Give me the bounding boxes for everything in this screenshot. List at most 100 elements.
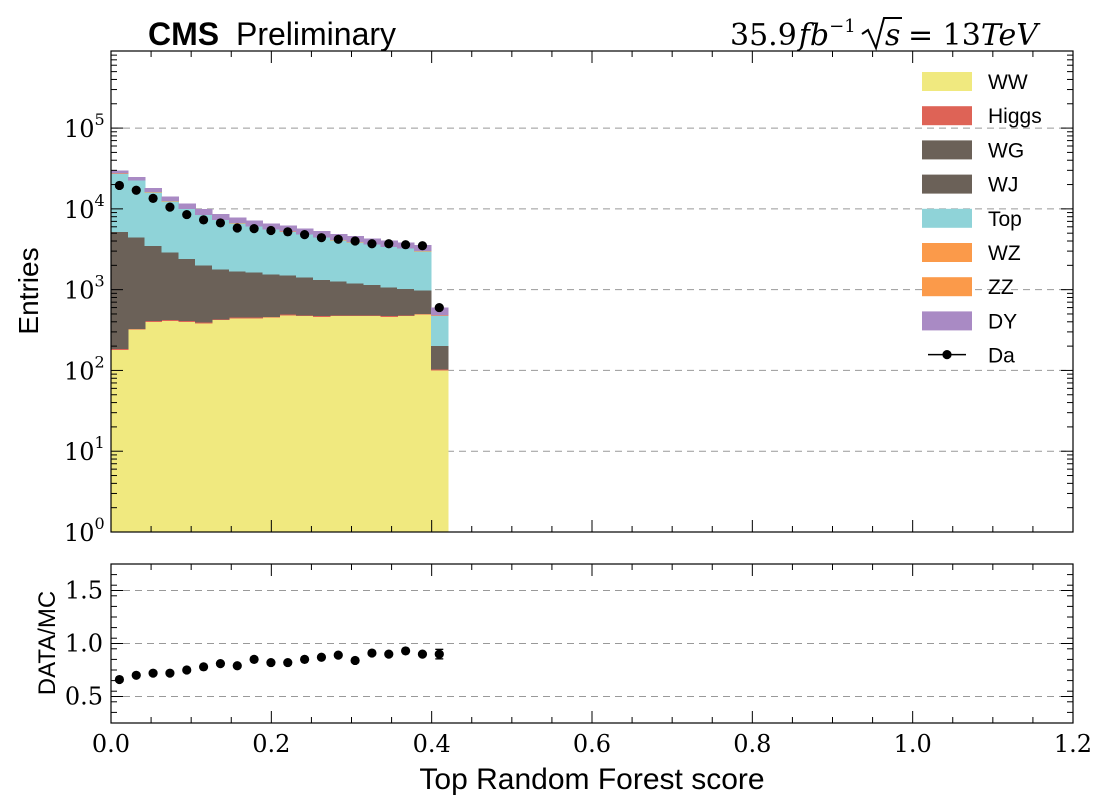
bar-wj [178,258,196,317]
sqrt-s: s [885,18,900,53]
bar-ww [279,315,297,532]
ratio-point [283,657,293,668]
bar-ww [161,320,179,532]
bar-wj [363,284,381,315]
tick-exponent: 1 [95,433,105,452]
bar-top [228,223,247,272]
bar-dy [111,170,129,174]
bar-higgs [144,320,163,322]
bar-dy [212,213,230,220]
bar-wj [111,231,129,334]
bar-higgs [430,369,449,371]
tick-exponent: 0 [95,514,105,533]
bar-higgs [262,316,280,318]
tick-base: 10 [64,115,95,143]
tick-base: 10 [64,519,95,547]
ratio-y-tick-labels: 0.5 1.0 1.5 [65,577,103,711]
bar-ww [414,314,432,532]
ratio-point [249,654,259,665]
legend-label-zz: ZZ [988,276,1014,299]
bar-top [414,251,432,291]
ratio-y-axis-label: DATA/MC [34,591,61,695]
bar-wg [296,313,314,316]
bar-wg [144,315,163,321]
bar-higgs [245,317,264,319]
bar-wg [380,314,398,317]
data-point [198,215,209,225]
bar-top [178,209,196,259]
bar-ww [329,316,348,532]
data-point [232,223,242,233]
bar-dy [228,217,247,224]
data-point [182,209,192,220]
bar-higgs [195,322,213,324]
ratio-point [148,668,158,678]
bar-ww [195,323,213,532]
ratio-point [401,646,411,656]
ratio-point [198,662,209,672]
legend-swatch-higgs [922,106,972,126]
bar-higgs [363,315,381,317]
legend-swatch-wz [922,243,972,262]
bar-ww [212,320,230,532]
lumi-text: 35.9fb−1 [730,16,856,53]
bar-higgs [414,313,432,315]
data-point [266,225,276,236]
ratio-point [333,650,343,660]
bar-higgs [178,320,196,322]
x-axis-label: Top Random Forest score [419,763,764,796]
tick-base: 10 [64,438,95,466]
ratio-point [266,657,276,668]
bar-wg [262,314,280,317]
tick-exponent: 4 [95,191,105,210]
ratio-x-tick-label: 0.0 [92,730,130,758]
bar-ww [245,318,264,532]
bar-ww [380,316,398,532]
ratio-point [131,670,141,680]
tick-exponent: 5 [95,110,105,129]
bar-wg [397,314,415,316]
sqrt-symbol: s [861,17,902,53]
ratio-x-tick-label: 1.0 [894,730,932,758]
tick-exponent: 2 [95,352,105,371]
bar-wg [245,315,264,318]
bar-wj [228,271,247,316]
ratio-point [417,649,428,659]
tick-base: 10 [64,277,95,305]
bar-ww [127,329,146,532]
lumi-unit: fb [797,18,829,53]
bar-ww [430,370,449,532]
bar-wg [212,316,230,320]
bar-wg [161,315,179,321]
legend-swatch-wj [922,174,972,194]
data-point [417,241,428,251]
ratio-point [165,668,175,678]
bar-wg [346,313,365,316]
ratio-ticks [110,563,1074,724]
bar-higgs [346,315,365,317]
bar-wg [279,312,297,315]
bar-top [329,240,348,282]
ratio-point [114,674,125,685]
bar-top [245,226,264,273]
bar-ww [363,316,381,532]
data-point [131,185,141,195]
ratio-point [434,649,444,659]
ratio-point [350,655,360,666]
bar-wj [397,289,415,315]
bar-higgs [329,315,348,317]
bar-higgs [397,315,415,317]
legend-label-higgs: Higgs [988,105,1042,128]
bar-top [380,247,398,288]
lumi-value: 35.9 [730,18,797,53]
bar-top [195,215,213,266]
legend-swatch-wg [922,140,972,160]
legend-swatch-top [922,208,972,228]
bar-wj [430,345,449,367]
bar-wg [363,314,381,316]
ratio-x-tick-label: 0.4 [413,730,451,758]
main-data-points [114,180,444,313]
bar-wj [245,272,264,316]
cms-label: CMS [148,16,219,52]
